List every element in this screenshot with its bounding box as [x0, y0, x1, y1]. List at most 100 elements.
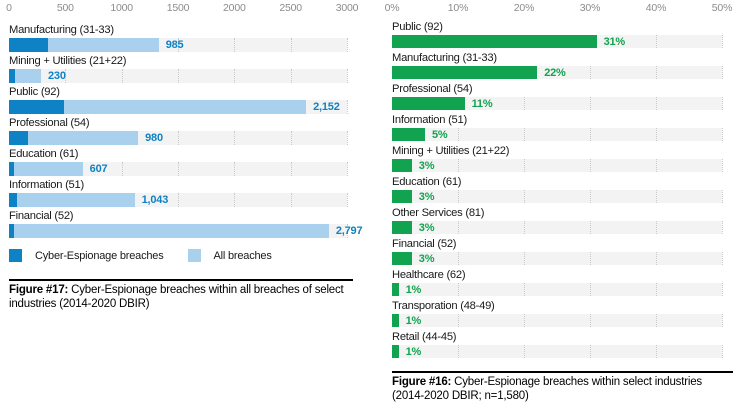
bar-track: 54230: [9, 69, 348, 83]
gridline: [524, 252, 525, 265]
gridline: [590, 66, 591, 79]
bar-segment-all-breaches: [14, 162, 83, 176]
gridline: [234, 38, 236, 52]
gridline: [178, 193, 179, 207]
chart-row: Mining + Utilities (21+22) 54230: [9, 55, 353, 86]
category-label: Information (51): [392, 114, 467, 126]
gridline: [290, 131, 292, 145]
gridline: [722, 97, 723, 110]
gridline: [347, 224, 348, 238]
gridline: [121, 162, 123, 176]
x-axis-tick: 1500: [166, 2, 190, 14]
bar-track: 4852,152: [9, 100, 348, 114]
gridline: [590, 283, 591, 296]
bar-track: 22%: [392, 66, 723, 79]
gridline: [656, 190, 657, 203]
chart-row: Mining + Utilities (21+22) 3%: [392, 145, 733, 176]
gridline: [178, 162, 179, 176]
figure-17-caption-text: Cyber-Espionage breaches within all brea…: [9, 284, 344, 310]
bar-track: 3%: [392, 159, 723, 172]
gridline: [524, 314, 525, 327]
value-label: 31%: [603, 35, 626, 48]
bar-segment-espionage: [9, 131, 28, 145]
bar-segment-all-breaches: [47, 38, 159, 52]
chart-row: Manufacturing (31-33) 22%: [392, 52, 733, 83]
x-axis-tick: 0: [6, 2, 12, 14]
bar-track: 47607: [9, 162, 348, 176]
figure-16-x-axis: 0% 10% 20% 30% 40% 50%: [385, 0, 733, 16]
gridline: [722, 66, 723, 79]
bar-segment-espionage: [9, 100, 64, 114]
value-label: 1,043: [141, 194, 169, 206]
chart-row: Transporation (48-49) 1%: [392, 300, 733, 331]
chart-row: Information (51) 5%: [392, 114, 733, 145]
gridline: [524, 221, 525, 234]
gridline: [656, 314, 657, 327]
x-axis-tick: 0%: [384, 2, 400, 14]
figure-17-bar-rows: Manufacturing (31-33) 344985 Mining + Util…: [9, 24, 363, 241]
gridline: [656, 35, 657, 48]
legend-item-all-breaches: All breaches: [187, 249, 272, 262]
gridline: [65, 69, 67, 83]
category-label: Public (92): [9, 86, 60, 98]
bar-track: 1%: [392, 345, 723, 358]
chart-row: Public (92) 31%: [392, 21, 733, 52]
chart-row: Professional (54) 166980: [9, 117, 353, 148]
figure-16-caption-prefix: Figure #16:: [392, 376, 452, 388]
bar-segment-all-breaches: [63, 100, 307, 114]
value-label: 607: [89, 163, 108, 175]
x-axis-tick: 40%: [645, 2, 667, 14]
gridline: [590, 221, 591, 234]
bar-segment-value: [392, 128, 425, 141]
gridline: [234, 193, 236, 207]
gridline: [590, 128, 591, 141]
bar-track: 166980: [9, 131, 348, 145]
category-label: Professional (54): [9, 117, 90, 129]
category-label: Mining + Utilities (21+22): [392, 145, 510, 157]
gridline: [290, 69, 292, 83]
bar-track: 344985: [9, 38, 348, 52]
gridline: [458, 345, 459, 358]
category-label: Information (51): [9, 179, 84, 191]
category-label: Other Services (81): [392, 207, 485, 219]
gridline: [524, 283, 525, 296]
gridline: [458, 128, 459, 141]
value-label: 2,152: [313, 101, 340, 113]
bar-segment-value: [392, 283, 399, 296]
figure-16-caption-text: Cyber-Espionage breaches within select i…: [392, 376, 702, 402]
value-label: 22%: [544, 66, 566, 79]
gridline: [590, 159, 591, 172]
category-label: Professional (54): [392, 83, 473, 95]
bar-track: 31%: [392, 35, 723, 48]
gridline: [458, 252, 459, 265]
gridline: [524, 159, 525, 172]
bar-track: 11%: [392, 97, 723, 110]
gridline: [722, 314, 723, 327]
gridline: [458, 221, 459, 234]
gridline: [347, 38, 348, 52]
category-label: Education (61): [9, 148, 79, 160]
category-label: Manufacturing (31-33): [9, 24, 114, 36]
value-label: 1%: [405, 314, 422, 327]
gridline: [656, 283, 657, 296]
x-axis-tick: 2500: [279, 2, 302, 14]
espionage-swatch-icon: [9, 249, 22, 262]
bar-segment-value: [392, 252, 412, 265]
gridline: [347, 193, 348, 207]
x-axis-tick: 3000: [335, 2, 359, 14]
chart-row: Information (51) 721,043: [9, 179, 353, 210]
bar-segment-espionage: [9, 162, 15, 176]
chart-row: Education (61) 3%: [392, 176, 733, 207]
x-axis-tick: 10%: [447, 2, 469, 14]
gridline: [458, 314, 459, 327]
gridline: [290, 38, 292, 52]
chart-row: Professional (54) 11%: [392, 83, 733, 114]
bar-segment-all-breaches: [15, 69, 41, 83]
category-label: Manufacturing (31-33): [392, 52, 497, 64]
gridline: [290, 193, 292, 207]
x-axis-tick: 20%: [513, 2, 535, 14]
gridline: [722, 128, 723, 141]
gridline: [347, 162, 348, 176]
figure-17-caption-prefix: Figure #17:: [9, 284, 69, 296]
category-label: Healthcare (62): [392, 269, 466, 281]
